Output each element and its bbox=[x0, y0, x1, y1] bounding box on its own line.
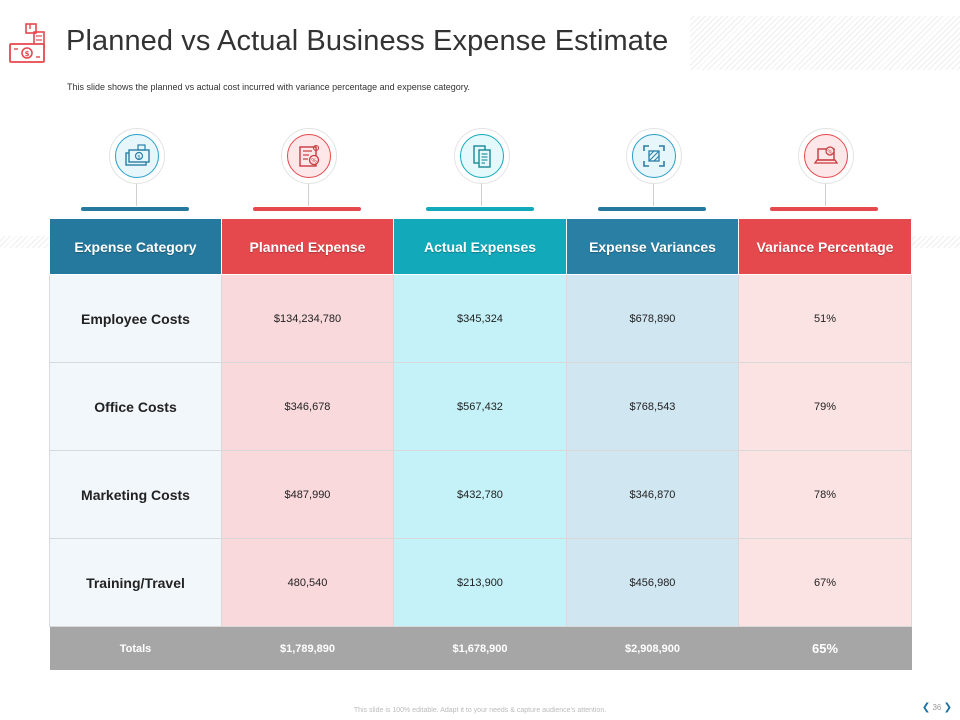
row-actual: $567,432 bbox=[393, 362, 567, 451]
row-planned: $134,234,780 bbox=[221, 274, 394, 363]
row-variance: $346,870 bbox=[566, 450, 739, 539]
footer-note: This slide is 100% editable. Adapt it to… bbox=[353, 707, 607, 714]
expand-frame-icon bbox=[632, 134, 676, 178]
invoice-money-logo-icon: $ bbox=[8, 22, 46, 64]
calculator-invoice-icon: % bbox=[287, 134, 331, 178]
totals-variance: $2,908,900 bbox=[566, 626, 739, 670]
title-hatch-band bbox=[50, 16, 960, 70]
table-row: Marketing Costs $487,990 $432,780 $346,8… bbox=[49, 450, 912, 539]
row-actual: $213,900 bbox=[393, 538, 567, 627]
header-expense-category: Expense Category bbox=[49, 218, 222, 275]
row-variance: $768,543 bbox=[566, 362, 739, 451]
header-variance-percentage: Variance Percentage bbox=[738, 218, 912, 275]
row-category: Training/Travel bbox=[49, 538, 222, 627]
totals-actual: $1,678,900 bbox=[393, 626, 567, 670]
row-category: Office Costs bbox=[49, 362, 222, 451]
page-navigator: ❮ 36 ❯ bbox=[922, 702, 952, 713]
row-percentage: 78% bbox=[738, 450, 912, 539]
svg-text:%: % bbox=[311, 158, 317, 165]
row-percentage: 51% bbox=[738, 274, 912, 363]
expense-table: Expense Category Planned Expense Actual … bbox=[49, 218, 912, 670]
row-actual: $432,780 bbox=[393, 450, 567, 539]
row-percentage: 67% bbox=[738, 538, 912, 627]
table-header-row: Expense Category Planned Expense Actual … bbox=[49, 218, 912, 275]
page-title: Planned vs Actual Business Expense Estim… bbox=[66, 25, 669, 57]
page-subtitle: This slide shows the planned vs actual c… bbox=[67, 82, 471, 92]
row-actual: $345,324 bbox=[393, 274, 567, 363]
row-planned: $487,990 bbox=[221, 450, 394, 539]
table-row: Training/Travel 480,540 $213,900 $456,98… bbox=[49, 538, 912, 627]
row-variance: $456,980 bbox=[566, 538, 739, 627]
receipt-copy-icon bbox=[460, 134, 504, 178]
svg-text:$: $ bbox=[25, 50, 30, 58]
money-dollar-icon: $ bbox=[115, 134, 159, 178]
header-actual-expenses: Actual Expenses bbox=[393, 218, 567, 275]
table-row: Employee Costs $134,234,780 $345,324 $67… bbox=[49, 274, 912, 363]
row-planned: $346,678 bbox=[221, 362, 394, 451]
svg-text:$: $ bbox=[137, 155, 141, 161]
icon-column-variance-percentage: % bbox=[738, 128, 910, 212]
row-variance: $678,890 bbox=[566, 274, 739, 363]
totals-planned: $1,789,890 bbox=[221, 626, 394, 670]
icon-column-expense-category: $ bbox=[49, 128, 221, 212]
icon-column-expense-variances bbox=[566, 128, 738, 212]
icon-column-actual-expenses bbox=[394, 128, 566, 212]
laptop-percent-icon: % bbox=[804, 134, 848, 178]
svg-text:%: % bbox=[827, 149, 832, 155]
row-percentage: 79% bbox=[738, 362, 912, 451]
table-row: Office Costs $346,678 $567,432 $768,543 … bbox=[49, 362, 912, 451]
totals-label: Totals bbox=[49, 626, 222, 670]
totals-row: Totals $1,789,890 $1,678,900 $2,908,900 … bbox=[49, 626, 912, 670]
page-number: 36 bbox=[932, 703, 942, 712]
chevron-left-icon[interactable]: ❮ bbox=[921, 702, 931, 713]
totals-percentage: 65% bbox=[738, 626, 912, 670]
icon-column-planned-expense: % bbox=[221, 128, 393, 212]
header-planned-expense: Planned Expense bbox=[221, 218, 394, 275]
row-category: Marketing Costs bbox=[49, 450, 222, 539]
header-expense-variances: Expense Variances bbox=[566, 218, 739, 275]
row-category: Employee Costs bbox=[49, 274, 222, 363]
row-planned: 480,540 bbox=[221, 538, 394, 627]
chevron-right-icon[interactable]: ❯ bbox=[943, 702, 952, 713]
